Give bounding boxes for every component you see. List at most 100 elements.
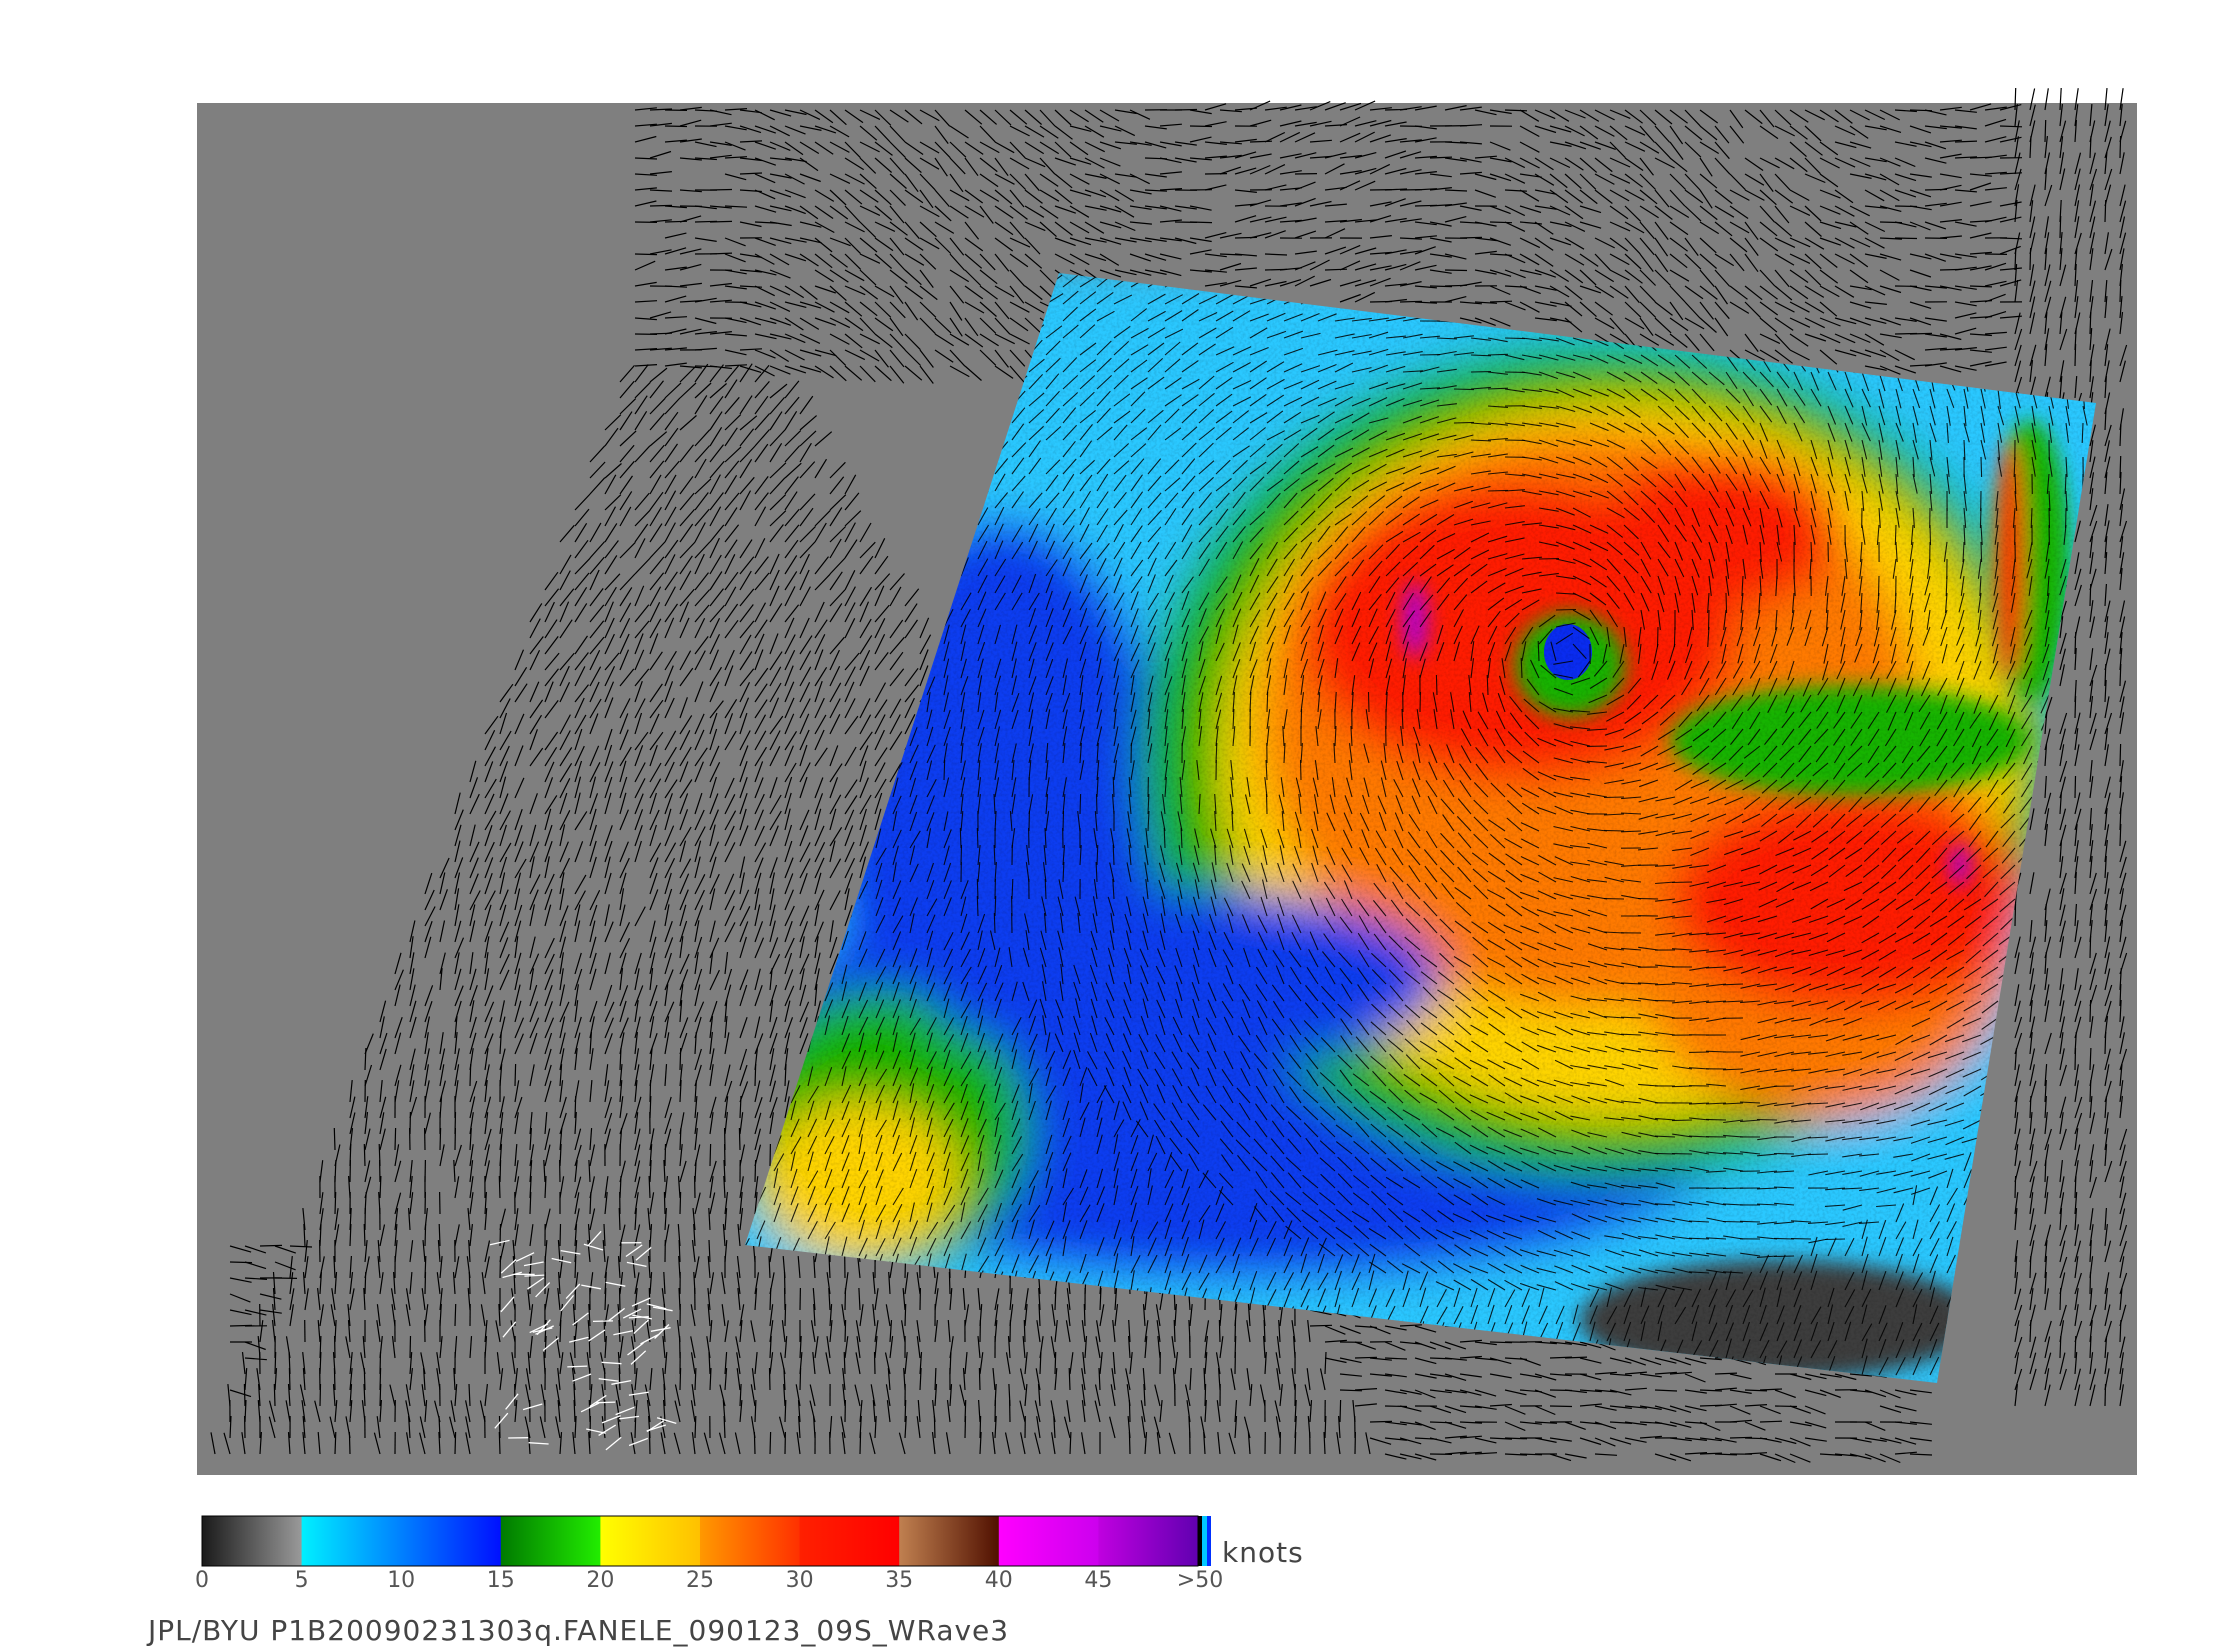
wind-vector [1069,1368,1070,1390]
wind-vector [2105,1384,2106,1406]
wind-vector [1190,222,1212,223]
wind-vector [469,1272,470,1294]
wind-vector [2045,120,2046,142]
wind-vector [1490,301,1512,302]
wind-vector [455,1432,456,1454]
wind-vector [2090,1000,2091,1022]
wind-vector [680,1368,681,1390]
wind-vector [1250,141,1272,142]
wind-vector [2090,1272,2091,1294]
wind-vector [499,1432,500,1454]
wind-vector [770,1432,771,1454]
wind-vector [2030,248,2031,270]
wind-vector [395,1128,396,1150]
wind-vector [2060,216,2061,238]
wind-vector [1775,1406,1797,1407]
wind-vector [499,1176,500,1198]
wind-vector [2105,1032,2106,1054]
wind-vector [695,1416,696,1438]
wind-vector [289,1368,290,1390]
wind-vector [2120,136,2121,158]
wind-vector [785,1400,786,1422]
wind-vector [274,1384,275,1406]
wind-vector [440,1128,441,1150]
wind-vector [320,1384,321,1406]
wind-vector [1190,126,1212,127]
wind-vector [770,1368,771,1390]
wind-vector [500,1160,501,1182]
wind-vector [2030,1256,2031,1278]
wind-vector [1325,1416,1326,1438]
wind-vector [1340,1400,1341,1422]
wind-vector [664,1192,665,1214]
wind-vector [1205,1384,1206,1406]
wind-vector [605,1288,606,1310]
wind-vector [949,1272,950,1294]
wind-vector [1895,238,1917,239]
wind-vector [2075,776,2076,798]
wind-vector [1760,1421,1782,1422]
wind-vector [2075,344,2076,366]
wind-vector [1219,1320,1220,1342]
wind-vector [364,1224,365,1246]
wind-vector [1024,1320,1025,1342]
wind-vector [785,1304,786,1326]
wind-vector [2075,696,2076,718]
wind-vector [574,1336,575,1358]
wind-vector [1129,1432,1130,1454]
wind-vector [635,1416,636,1438]
wind-vector [635,254,657,255]
wind-vector [1490,222,1512,223]
wind-vector [364,1144,365,1166]
wind-vector [2120,824,2121,846]
wind-vector [2090,584,2091,606]
wind-vector [470,1064,471,1086]
wind-vector [335,1192,336,1214]
wind-vector [2060,1288,2061,1310]
wind-vector [530,1192,531,1214]
wind-vector [515,1064,516,1086]
wind-vector [635,1352,636,1374]
wind-vector [845,1320,846,1342]
wind-vector [680,1192,681,1214]
wind-vector [410,1336,411,1358]
wind-vector [1295,1432,1296,1454]
wind-vector [2120,664,2121,686]
wind-vector [844,1352,845,1374]
wind-vector [755,1064,756,1086]
wind-vector [2090,1080,2091,1102]
wind-vector [650,1304,651,1326]
wind-vector [619,1208,620,1230]
wind-vector [589,1336,590,1358]
wind-vector [875,1352,876,1374]
wind-vector [710,190,732,191]
wind-vector [965,1416,966,1438]
wind-vector [650,1432,651,1454]
wind-vector [1325,269,1347,270]
wind-vector [860,1432,861,1454]
wind-vector [2060,1336,2061,1358]
wind-vector [439,1224,440,1246]
wind-vector [560,1320,561,1342]
wind-vector [665,1144,666,1166]
wind-vector [425,1224,426,1246]
wind-vector [2120,744,2121,766]
wind-vector [619,1368,620,1390]
wind-vector [2075,1048,2076,1070]
wind-vector [575,1288,576,1310]
wind-vector [2075,1336,2076,1358]
wind-vector [380,1384,381,1406]
wind-vector [275,1352,276,1374]
wind-vector [365,1272,366,1294]
wind-vector [349,1432,350,1454]
wind-vector [710,1144,711,1166]
wind-vector [664,1304,665,1326]
wind-vector [244,1384,245,1406]
wind-vector [1445,270,1467,271]
wind-vector [560,1224,561,1246]
wind-vector [1505,110,1527,111]
wind-vector [770,1288,771,1310]
wind-vector [2015,88,2016,110]
wind-vector [1174,1320,1175,1342]
